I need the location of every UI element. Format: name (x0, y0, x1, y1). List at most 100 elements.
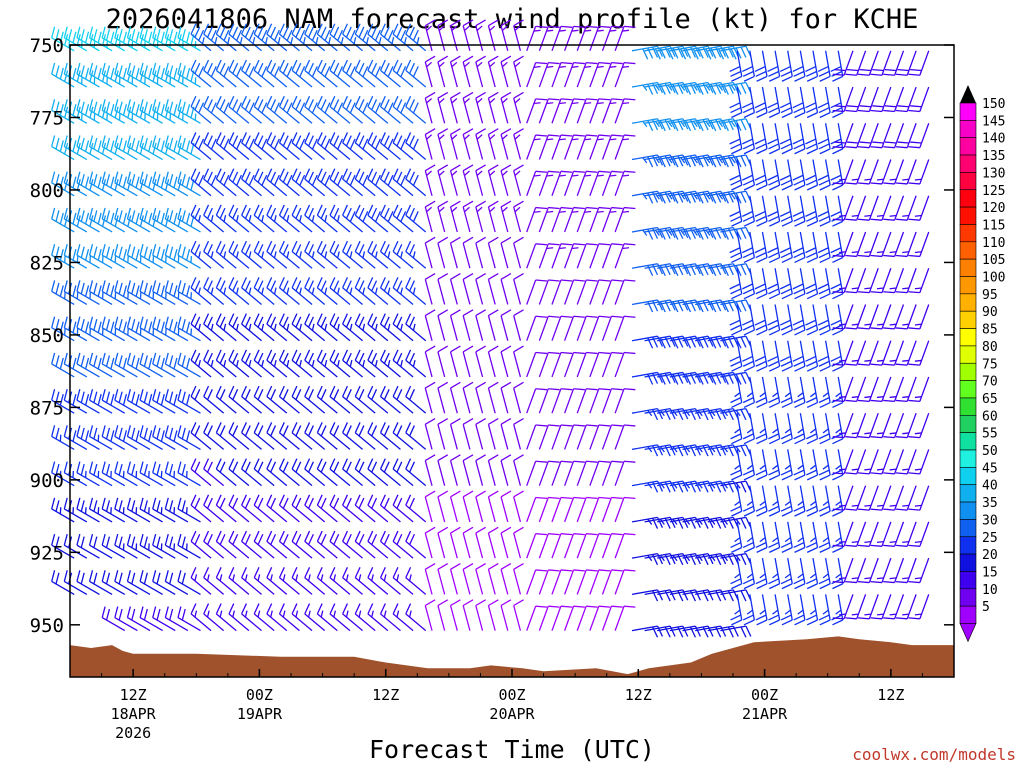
wind-barb (805, 340, 819, 372)
wind-barb (589, 605, 611, 631)
wind-barb (354, 530, 376, 559)
wind-barb (177, 388, 201, 414)
wind-barb (806, 449, 819, 481)
wind-barb (228, 313, 250, 342)
wind-barb (329, 23, 351, 52)
terrain-fill (70, 636, 954, 677)
wind-barb (114, 207, 138, 233)
wind-barb (241, 95, 262, 124)
x-tick-label: 12Z (877, 686, 904, 704)
wind-barb (76, 62, 100, 88)
wind-barb (392, 530, 414, 559)
wind-barb (857, 268, 879, 294)
wind-barb (152, 388, 176, 414)
wind-barb (437, 128, 449, 160)
credit-link[interactable]: coolwx.com/models (852, 745, 1016, 764)
wind-barb (405, 603, 427, 632)
wind-barb (449, 345, 461, 378)
wind-barb (76, 244, 100, 269)
wind-barb (304, 132, 326, 161)
wind-barb (475, 345, 486, 378)
wind-barb (379, 313, 401, 342)
wind-barb (304, 95, 326, 124)
wind-barb (768, 485, 781, 517)
wind-barb (895, 340, 917, 366)
wind-barb (437, 19, 449, 51)
wind-barb (228, 530, 250, 559)
wind-barb (114, 425, 138, 450)
wind-barb (500, 599, 512, 631)
wind-barb (462, 345, 474, 378)
wind-barb (329, 204, 351, 233)
wind-barb (266, 168, 288, 197)
wind-barb (526, 351, 548, 378)
wind-barb (818, 413, 831, 445)
wind-barb (316, 494, 338, 523)
wind-barb (291, 458, 313, 487)
wind-barb (316, 385, 338, 414)
wind-barb (152, 352, 176, 378)
colorbar-label: 120 (982, 201, 1005, 216)
wind-barb (883, 86, 905, 113)
wind-barb (832, 195, 854, 221)
wind-barb (526, 315, 548, 341)
wind-barb (742, 485, 755, 517)
wind-barb (215, 95, 237, 124)
wind-barb (367, 59, 389, 88)
wind-barb (139, 26, 163, 52)
wind-barb (730, 449, 743, 481)
wind-barb (126, 497, 151, 523)
wind-barb (190, 494, 212, 523)
wind-barb (487, 55, 499, 88)
wind-barb (367, 204, 389, 233)
wind-barb (114, 316, 138, 342)
wind-barb (203, 277, 225, 305)
wind-barb (883, 231, 905, 258)
wind-barb (164, 135, 189, 161)
wind-barb (437, 273, 449, 305)
wind-barb (780, 594, 793, 626)
wind-barb (139, 606, 163, 632)
colorbar-swatch (959, 414, 977, 433)
wind-barb (832, 557, 854, 584)
wind-barb (253, 95, 275, 124)
wind-barb (424, 418, 436, 450)
wind-barb (126, 62, 151, 88)
wind-barb (500, 200, 512, 233)
wind-barb (576, 25, 598, 52)
wind-barb (832, 159, 854, 185)
wind-barb (228, 95, 250, 124)
colorbar-label: 90 (982, 305, 998, 320)
wind-barb (779, 195, 793, 227)
wind-barb (228, 567, 250, 595)
wind-barb (437, 418, 449, 450)
wind-barb (329, 567, 351, 595)
wind-barb (551, 170, 573, 196)
colorbar-swatch (959, 154, 977, 173)
wind-barb (316, 240, 338, 269)
wind-barb (379, 277, 401, 305)
wind-barb (883, 449, 905, 475)
wind-barb (126, 135, 151, 161)
wind-barb (316, 277, 338, 305)
wind-barb (76, 352, 100, 378)
wind-barb (316, 204, 338, 233)
wind-barb (755, 449, 768, 481)
wind-barb (805, 195, 819, 227)
wind-barb (215, 422, 237, 450)
wind-barb (589, 98, 611, 124)
wind-barb (354, 313, 376, 342)
wind-barb (870, 268, 892, 294)
wind-barb (101, 461, 126, 487)
wind-barb (720, 190, 752, 204)
wind-barb (228, 59, 250, 88)
wind-barb (908, 340, 930, 366)
wind-barb (551, 134, 573, 160)
wind-barb (729, 50, 743, 82)
wind-barb (304, 385, 326, 414)
wind-barb (526, 496, 548, 523)
colorbar-label: 10 (982, 583, 998, 598)
wind-barb (449, 526, 461, 559)
wind-barb (817, 50, 831, 82)
wind-barb (755, 594, 768, 626)
